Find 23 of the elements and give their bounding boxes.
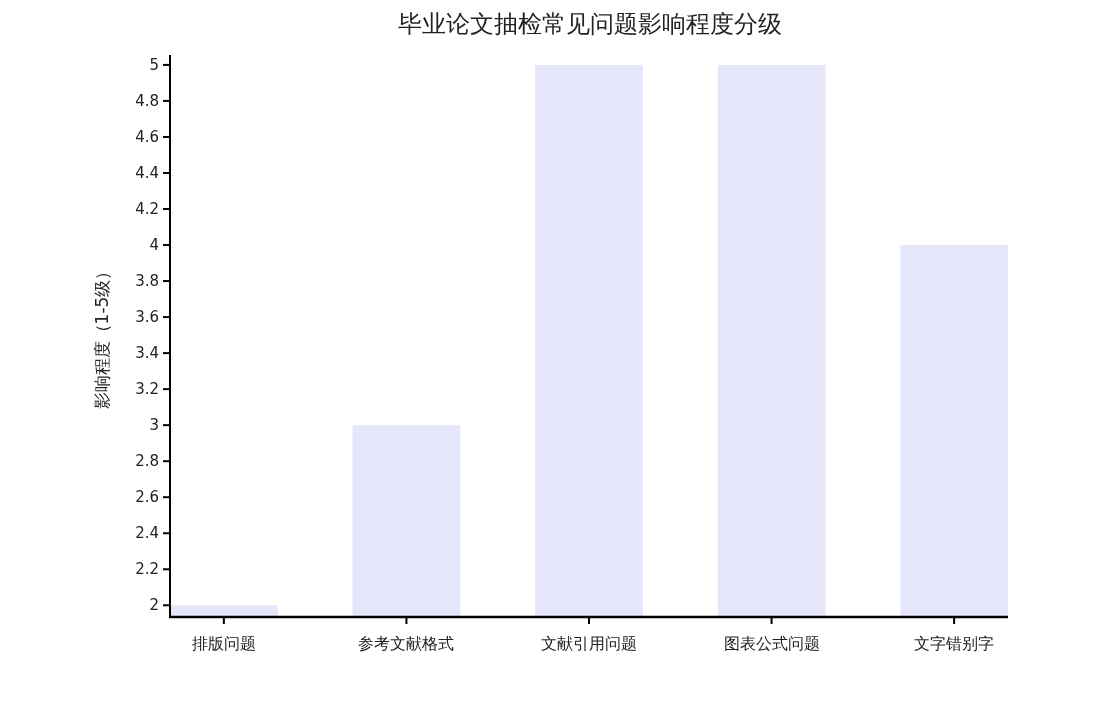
- x-tick-label: 文献引用问题: [541, 633, 637, 653]
- x-tick-label: 参考文献格式: [358, 633, 455, 653]
- y-tick-label: 3.4: [135, 344, 159, 363]
- y-tick-label: 3.6: [135, 308, 159, 327]
- y-tick-label: 4.6: [135, 127, 159, 146]
- y-tick-label: 2: [149, 596, 159, 615]
- y-tick-label: 5: [149, 55, 159, 74]
- ylabel: 影响程度（1-5级）: [92, 262, 112, 410]
- y-tick-label: 2.2: [135, 560, 159, 579]
- y-tick-label: 2.8: [135, 452, 159, 471]
- y-tick-label: 3.8: [135, 272, 159, 291]
- x-tick-label: 图表公式问题: [723, 633, 820, 653]
- y-tick-label: 3.2: [135, 380, 159, 399]
- y-tick-label: 4: [149, 236, 159, 255]
- y-tick-label: 2.6: [135, 488, 159, 507]
- x-tick-label: 文字错别字: [914, 633, 995, 653]
- y-tick-label: 4.2: [135, 200, 159, 219]
- x-tick-label: 排版问题: [191, 633, 256, 653]
- y-tick-label: 4.8: [135, 91, 159, 110]
- y-tick-label: 4.4: [135, 163, 159, 182]
- title: 毕业论文抽检常见问题影响程度分级: [398, 10, 782, 38]
- y-tick-label: 2.4: [135, 524, 159, 543]
- y-tick-label: 3: [149, 416, 159, 435]
